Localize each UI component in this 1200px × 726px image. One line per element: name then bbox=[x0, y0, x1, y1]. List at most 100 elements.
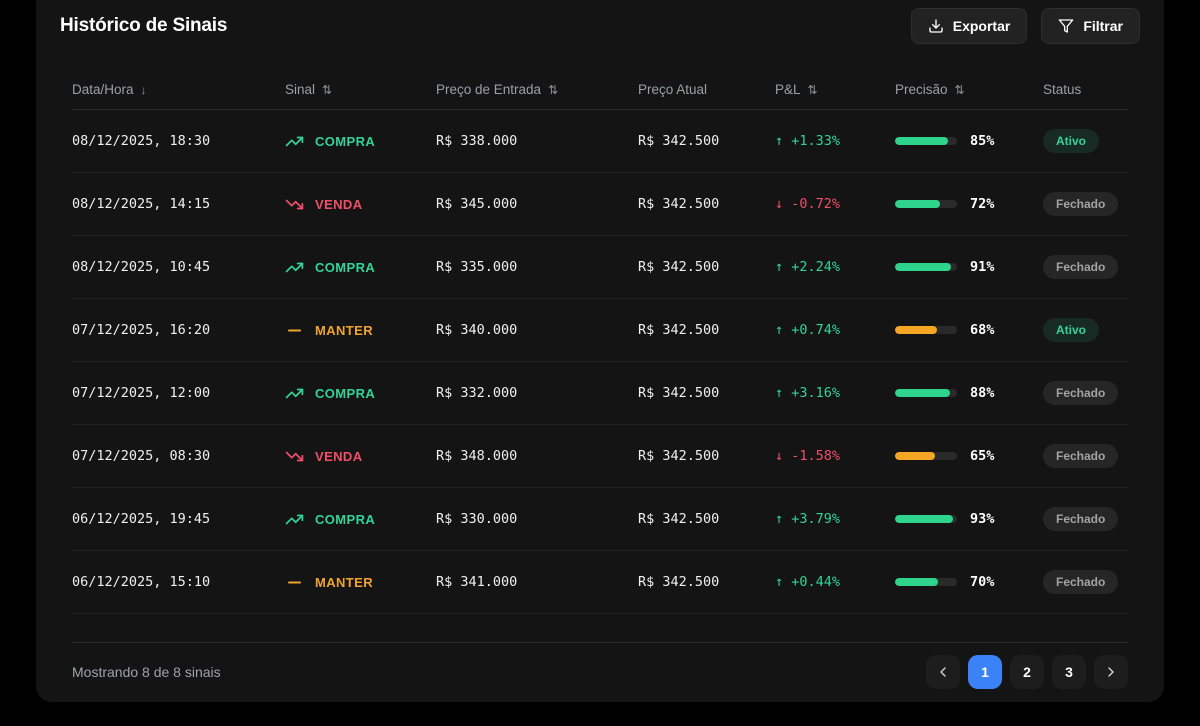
table-body: 08/12/2025, 18:30 COMPRA R$ 338.000 R$ 3… bbox=[72, 110, 1128, 614]
cell-pnl: ↓ -1.58% bbox=[775, 448, 841, 464]
cell-current-price: R$ 342.500 bbox=[638, 385, 720, 401]
precision-bar-fill bbox=[895, 263, 952, 271]
precision-bar-fill bbox=[895, 137, 948, 145]
cell-precision: 72% bbox=[895, 196, 1043, 212]
cell-datetime: 08/12/2025, 14:15 bbox=[72, 196, 211, 212]
column-header-p-l[interactable]: P&L ⇅ bbox=[775, 82, 895, 97]
signal-hold-icon bbox=[285, 321, 304, 340]
cell-entry-price: R$ 340.000 bbox=[436, 322, 518, 338]
cell-precision: 65% bbox=[895, 448, 1043, 464]
precision-bar-fill bbox=[895, 200, 940, 208]
signal-label: COMPRA bbox=[315, 133, 376, 149]
column-header-pre-o-de-entrada[interactable]: Preço de Entrada ⇅ bbox=[436, 82, 638, 97]
precision-value: 70% bbox=[970, 574, 995, 590]
page-button-3[interactable]: 3 bbox=[1052, 655, 1086, 689]
cell-signal: COMPRA bbox=[285, 132, 436, 151]
cell-current-price: R$ 342.500 bbox=[638, 448, 720, 464]
signal-history-card: Histórico de Sinais Exportar Filtrar Dat… bbox=[36, 0, 1164, 702]
signal-label: VENDA bbox=[315, 448, 363, 464]
signal-label: COMPRA bbox=[315, 385, 376, 401]
precision-bar-fill bbox=[895, 389, 950, 397]
table-row: 06/12/2025, 19:45 COMPRA R$ 330.000 R$ 3… bbox=[72, 488, 1128, 551]
precision-bar bbox=[895, 263, 957, 271]
filter-icon bbox=[1058, 18, 1074, 34]
cell-signal: COMPRA bbox=[285, 258, 436, 277]
next-page-button[interactable] bbox=[1094, 655, 1128, 689]
cell-datetime: 07/12/2025, 12:00 bbox=[72, 385, 211, 401]
sort-icon: ⇅ bbox=[954, 82, 965, 97]
column-header-precis-o[interactable]: Precisão ⇅ bbox=[895, 82, 1043, 97]
precision-value: 68% bbox=[970, 322, 995, 338]
column-header-label: P&L bbox=[775, 82, 801, 97]
cell-current-price: R$ 342.500 bbox=[638, 196, 720, 212]
signal-buy-icon bbox=[285, 384, 304, 403]
column-header-pre-o-atual: Preço Atual bbox=[638, 82, 775, 97]
column-header-data-hora[interactable]: Data/Hora ↓ bbox=[72, 82, 285, 97]
signal-label: MANTER bbox=[315, 322, 374, 338]
cell-status: Ativo bbox=[1043, 129, 1128, 153]
signal-sell-icon bbox=[285, 447, 304, 466]
toolbar: Exportar Filtrar bbox=[910, 8, 1140, 44]
cell-entry-price: R$ 345.000 bbox=[436, 196, 518, 212]
cell-datetime: 07/12/2025, 16:20 bbox=[72, 322, 211, 338]
column-header-label: Preço de Entrada bbox=[436, 82, 542, 97]
precision-value: 88% bbox=[970, 385, 995, 401]
precision-value: 85% bbox=[970, 133, 995, 149]
page-button-1[interactable]: 1 bbox=[968, 655, 1002, 689]
cell-entry-price: R$ 335.000 bbox=[436, 259, 518, 275]
cell-signal: MANTER bbox=[285, 321, 436, 340]
cell-precision: 88% bbox=[895, 385, 1043, 401]
cell-signal: COMPRA bbox=[285, 384, 436, 403]
page-button-2[interactable]: 2 bbox=[1010, 655, 1044, 689]
precision-bar-fill bbox=[895, 578, 939, 586]
column-header-label: Preço Atual bbox=[638, 82, 708, 97]
cell-pnl: ↑ +1.33% bbox=[775, 133, 841, 149]
cell-entry-price: R$ 338.000 bbox=[436, 133, 518, 149]
sort-icon: ⇅ bbox=[322, 82, 333, 97]
precision-value: 93% bbox=[970, 511, 995, 527]
prev-page-button[interactable] bbox=[926, 655, 960, 689]
status-badge: Ativo bbox=[1043, 129, 1099, 153]
signal-label: COMPRA bbox=[315, 511, 376, 527]
signal-buy-icon bbox=[285, 510, 304, 529]
table-row: 07/12/2025, 16:20 MANTER R$ 340.000 R$ 3… bbox=[72, 299, 1128, 362]
precision-bar bbox=[895, 578, 957, 586]
column-header-sinal[interactable]: Sinal ⇅ bbox=[285, 82, 436, 97]
cell-signal: COMPRA bbox=[285, 510, 436, 529]
column-header-row: Data/Hora ↓ Sinal ⇅ Preço de Entrada ⇅ P… bbox=[72, 70, 1128, 110]
precision-bar bbox=[895, 137, 957, 145]
precision-bar bbox=[895, 515, 957, 523]
precision-bar-fill bbox=[895, 515, 953, 523]
precision-value: 72% bbox=[970, 196, 995, 212]
precision-value: 65% bbox=[970, 448, 995, 464]
status-badge: Fechado bbox=[1043, 255, 1119, 279]
column-header-label: Precisão bbox=[895, 82, 948, 97]
signal-label: MANTER bbox=[315, 574, 374, 590]
precision-bar bbox=[895, 389, 957, 397]
cell-signal: VENDA bbox=[285, 195, 436, 214]
cell-precision: 68% bbox=[895, 322, 1043, 338]
signals-table: Data/Hora ↓ Sinal ⇅ Preço de Entrada ⇅ P… bbox=[60, 70, 1140, 614]
export-button-label: Exportar bbox=[952, 18, 1011, 34]
signal-label: COMPRA bbox=[315, 259, 376, 275]
cell-datetime: 06/12/2025, 19:45 bbox=[72, 511, 211, 527]
cell-status: Fechado bbox=[1043, 507, 1128, 531]
cell-current-price: R$ 342.500 bbox=[638, 259, 720, 275]
results-summary: Mostrando 8 de 8 sinais bbox=[72, 664, 221, 680]
signal-buy-icon bbox=[285, 258, 304, 277]
cell-precision: 93% bbox=[895, 511, 1043, 527]
cell-current-price: R$ 342.500 bbox=[638, 133, 720, 149]
filter-button[interactable]: Filtrar bbox=[1041, 8, 1140, 44]
cell-datetime: 08/12/2025, 10:45 bbox=[72, 259, 211, 275]
cell-precision: 91% bbox=[895, 259, 1043, 275]
cell-entry-price: R$ 332.000 bbox=[436, 385, 518, 401]
cell-pnl: ↑ +2.24% bbox=[775, 259, 841, 275]
signal-hold-icon bbox=[285, 573, 304, 592]
cell-current-price: R$ 342.500 bbox=[638, 574, 720, 590]
cell-entry-price: R$ 348.000 bbox=[436, 448, 518, 464]
precision-bar bbox=[895, 452, 957, 460]
export-button[interactable]: Exportar bbox=[910, 8, 1028, 44]
cell-signal: MANTER bbox=[285, 573, 436, 592]
